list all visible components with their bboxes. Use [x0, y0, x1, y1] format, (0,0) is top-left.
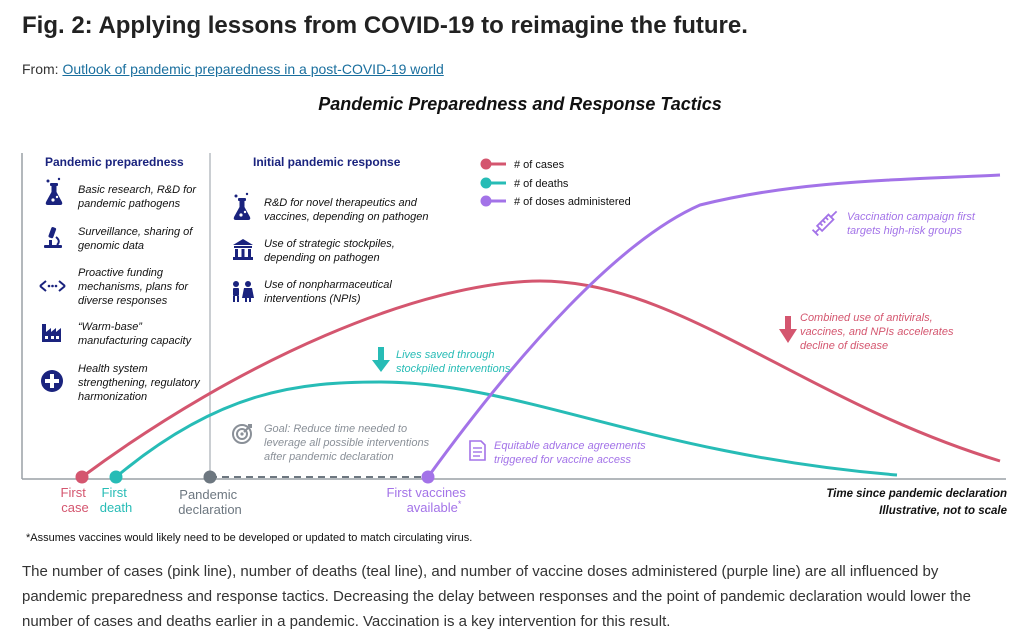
syringe-icon: [811, 210, 838, 237]
first-vaccines-marker: [421, 470, 435, 484]
preparedness-item-manufacturing: “Warm-base” manufacturing capacity: [42, 321, 193, 347]
declaration-label: Pandemic declaration: [178, 487, 242, 517]
deaths-curve: [115, 380, 898, 479]
figure-caption: The number of cases (pink line), number …: [22, 563, 971, 630]
equitable-text: Equitable advance agreements triggered f…: [494, 440, 649, 466]
legend-item-cases: # of cases: [480, 158, 565, 171]
preparedness-item-funding-text: Proactive funding mechanisms, plans for …: [78, 267, 191, 307]
document-icon: [469, 440, 486, 461]
diagram-title: Pandemic Preparedness and Response Tacti…: [318, 94, 722, 114]
preparedness-heading: Pandemic preparedness: [45, 155, 184, 169]
from-label: From:: [22, 61, 59, 77]
first-death-label: First death: [100, 485, 133, 515]
flask-icon: [45, 177, 63, 205]
first-case-marker: [75, 470, 89, 484]
vaccination-annotation: Vaccination campaign first targets high-…: [811, 210, 978, 237]
response-item-rd-text: R&D for novel therapeutics and vaccines,…: [264, 197, 429, 223]
figure-title: Fig. 2: Applying lessons from COVID-19 t…: [22, 12, 748, 39]
scale-note: Illustrative, not to scale: [879, 505, 1007, 517]
first-case-label: First case: [61, 485, 90, 515]
first-death-marker: [109, 470, 123, 484]
preparedness-item-funding: Proactive funding mechanisms, plans for …: [39, 267, 191, 307]
first-vaccines-label: First vaccines available*: [386, 485, 469, 515]
legend: # of cases # of deaths # of doses admini…: [480, 158, 631, 208]
cases-curve: [81, 279, 1001, 479]
doses-curve: [426, 173, 1001, 478]
x-axis-label: Time since pandemic declaration: [826, 488, 1007, 500]
footnote: *Assumes vaccines would likely need to b…: [26, 532, 472, 544]
health-cross-icon: [41, 370, 63, 392]
down-arrow-icon: [372, 347, 390, 372]
goal-annotation: Goal: Reduce time needed to leverage all…: [232, 423, 432, 463]
vaccination-text: Vaccination campaign first targets high-…: [847, 211, 978, 237]
goal-text: Goal: Reduce time needed to leverage all…: [264, 423, 432, 463]
combined-annotation: Combined use of antivirals, vaccines, an…: [779, 312, 957, 352]
source-article-link[interactable]: Outlook of pandemic preparedness in a po…: [62, 61, 444, 77]
lives-saved-annotation: Lives saved through stockpiled intervent…: [372, 347, 511, 375]
legend-item-doses: # of doses administered: [480, 195, 631, 208]
preparedness-item-research-text: Basic research, R&D for pandemic pathoge…: [77, 184, 199, 210]
preparedness-item-health-system: Health system strengthening, regulatory …: [41, 363, 203, 403]
people-icon: [233, 281, 254, 302]
down-arrow-icon: [779, 316, 797, 343]
preparedness-item-surveillance: Surveillance, sharing of genomic data: [44, 226, 195, 252]
response-item-rd: R&D for novel therapeutics and vaccines,…: [233, 192, 429, 223]
response-heading: Initial pandemic response: [253, 155, 401, 169]
legend-label-deaths: # of deaths: [514, 178, 569, 190]
microscope-icon: [44, 227, 62, 248]
source-line: From: Outlook of pandemic preparedness i…: [22, 61, 444, 77]
preparedness-item-research: Basic research, R&D for pandemic pathoge…: [45, 177, 199, 210]
lives-saved-text: Lives saved through stockpiled intervent…: [396, 349, 511, 375]
equitable-annotation: Equitable advance agreements triggered f…: [469, 440, 649, 466]
combined-text: Combined use of antivirals, vaccines, an…: [800, 312, 957, 352]
declaration-marker: [203, 470, 217, 484]
target-icon: [232, 424, 252, 444]
stockpile-building-icon: [233, 239, 253, 260]
legend-label-doses: # of doses administered: [514, 196, 631, 208]
legend-label-cases: # of cases: [514, 159, 565, 171]
preparedness-item-surveillance-text: Surveillance, sharing of genomic data: [78, 226, 195, 252]
response-item-npis-text: Use of nonpharmaceutical interventions (…: [264, 279, 395, 305]
legend-item-deaths: # of deaths: [480, 177, 569, 190]
flask-icon: [233, 192, 251, 220]
response-item-stockpiles-text: Use of strategic stockpiles, depending o…: [264, 238, 398, 264]
response-item-stockpiles: Use of strategic stockpiles, depending o…: [233, 238, 398, 264]
funding-arrows-icon: [39, 280, 66, 292]
preparedness-item-manufacturing-text: “Warm-base” manufacturing capacity: [78, 321, 193, 347]
preparedness-item-health-system-text: Health system strengthening, regulatory …: [78, 363, 203, 403]
preparedness-diagram: Pandemic Preparedness and Response Tacti…: [21, 94, 1008, 544]
response-item-npis: Use of nonpharmaceutical interventions (…: [233, 279, 395, 305]
factory-icon: [42, 324, 61, 342]
